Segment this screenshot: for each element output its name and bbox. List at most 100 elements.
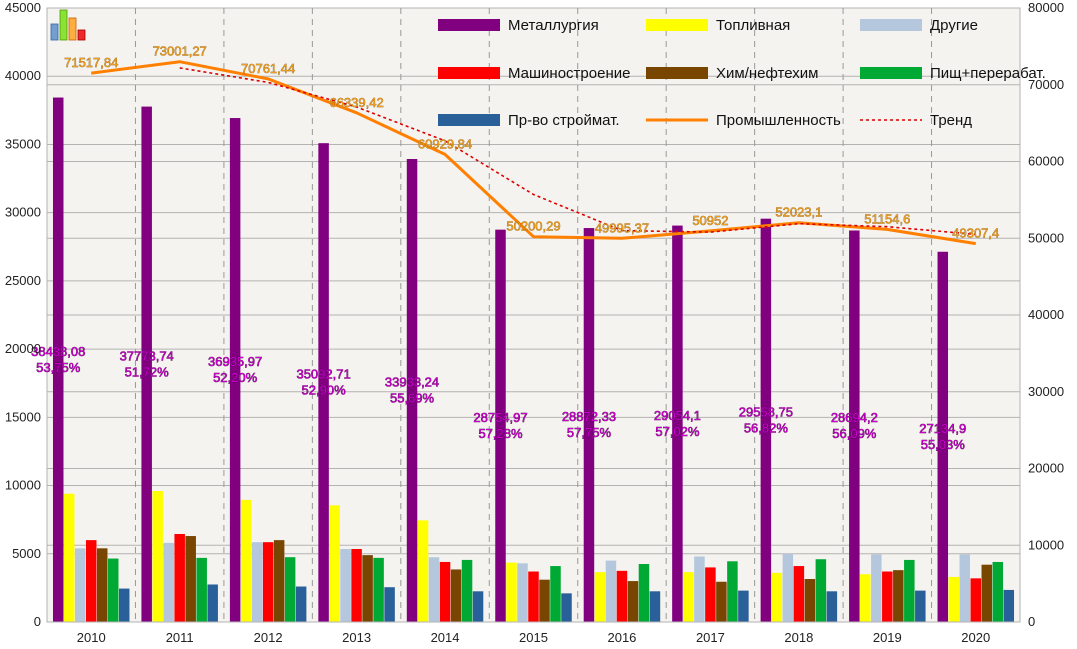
bar (583, 228, 595, 622)
bar (860, 574, 871, 622)
bar (871, 554, 882, 622)
bar (970, 578, 982, 622)
legend-label: Металлургия (508, 17, 599, 34)
y-right-tick-label: 70000 (1028, 77, 1064, 92)
bar (672, 225, 683, 623)
bar (384, 587, 395, 622)
legend-swatch (438, 67, 500, 79)
bar (826, 591, 838, 622)
bar (893, 570, 904, 622)
data-label-share: 57,28% (478, 426, 523, 441)
bar (506, 562, 517, 622)
bar (428, 557, 440, 622)
bar (207, 584, 218, 622)
legend-swatch (860, 19, 922, 31)
bar (539, 579, 550, 622)
bar (240, 499, 252, 622)
bar (318, 143, 329, 622)
bar (472, 591, 484, 622)
bar (163, 542, 174, 622)
bar (174, 533, 185, 622)
bar (727, 561, 738, 622)
bar (141, 106, 152, 622)
bar (638, 564, 650, 622)
legend-swatch (646, 19, 708, 31)
data-label-value: 33933,24 (385, 374, 439, 389)
y-left-tick-label: 45000 (5, 0, 41, 15)
bar (705, 567, 716, 622)
bar (185, 536, 196, 622)
x-tick-label: 2017 (696, 630, 725, 645)
bar (417, 520, 429, 622)
bar (118, 588, 130, 622)
y-right-tick-label: 80000 (1028, 0, 1064, 15)
bar (683, 572, 694, 622)
bar (284, 557, 296, 622)
y-right-tick-label: 10000 (1028, 537, 1064, 552)
bar (616, 570, 628, 622)
line-data-label: 71517,84 (64, 55, 118, 70)
line-data-label: 66339,42 (329, 95, 383, 110)
data-label-share: 57,02% (655, 424, 700, 439)
legend-label: Другие (930, 17, 978, 34)
legend-label: Машиностроение (508, 65, 630, 82)
x-tick-label: 2011 (166, 630, 194, 645)
data-label-share: 52,90% (302, 383, 347, 398)
bar (1003, 589, 1015, 622)
line-data-label: 50952 (692, 213, 728, 228)
data-label-share: 57,75% (567, 425, 612, 440)
bar (152, 491, 163, 622)
bar (96, 548, 108, 622)
line-data-label: 52023,1 (775, 205, 822, 220)
line-data-label: 50200,29 (506, 219, 560, 234)
y-right-tick-label: 30000 (1028, 384, 1064, 399)
x-tick-label: 2010 (77, 630, 106, 645)
x-tick-label: 2015 (519, 630, 548, 645)
bar (439, 561, 451, 622)
data-label-value: 29054,1 (654, 408, 701, 423)
bar (561, 593, 572, 622)
bar (329, 505, 340, 622)
data-label-share: 56,09% (832, 426, 877, 441)
bar (362, 555, 373, 622)
bar (882, 571, 893, 622)
y-left-tick-label: 0 (34, 614, 41, 629)
right-axis: 0 10000 20000 30000 40000 50000 60000 70000 8000… (1028, 0, 1064, 629)
data-label-share: 53,75% (36, 360, 81, 375)
legend: Металлургия Топливная Другие Машиностроение… (438, 17, 1046, 129)
x-axis: 2010 2011 2012 2013 2014 2015 2016 2017 2018 2019… (47, 621, 1020, 645)
legend-label: Топливная (716, 17, 790, 34)
bar (815, 559, 827, 622)
series-line-industry (91, 60, 977, 246)
bar (295, 586, 307, 622)
legend-label: Пр-во строймат. (508, 112, 620, 129)
x-tick-label: 2020 (961, 630, 990, 645)
line-labels: 71517,84 73001,27 70761,44 66339,42 60929,84… (64, 43, 1000, 240)
y-left-tick-label: 35000 (5, 136, 41, 151)
bar (716, 581, 727, 622)
x-tick-label: 2012 (254, 630, 283, 645)
bar (605, 560, 617, 622)
legend-swatch (646, 67, 708, 79)
data-label-value: 38438,08 (31, 344, 85, 359)
data-label-value: 28754,97 (473, 410, 527, 425)
bar (694, 556, 705, 622)
bar (52, 97, 64, 622)
bar (528, 571, 539, 622)
y-right-tick-label: 50000 (1028, 230, 1064, 245)
legend-swatch (438, 19, 500, 31)
mini-bar-chart-icon (50, 9, 86, 41)
line-data-label: 51154,6 (864, 211, 910, 226)
y-left-tick-label: 40000 (5, 68, 41, 83)
bar (738, 590, 749, 622)
bar (196, 557, 207, 622)
x-tick-label: 2016 (607, 630, 636, 645)
legend-label: Тренд (930, 112, 972, 129)
data-label-share: 51,72% (125, 364, 170, 379)
bar (351, 549, 362, 622)
bar (937, 251, 949, 622)
y-left-tick-label: 10000 (5, 478, 41, 493)
x-tick-label: 2018 (784, 630, 813, 645)
